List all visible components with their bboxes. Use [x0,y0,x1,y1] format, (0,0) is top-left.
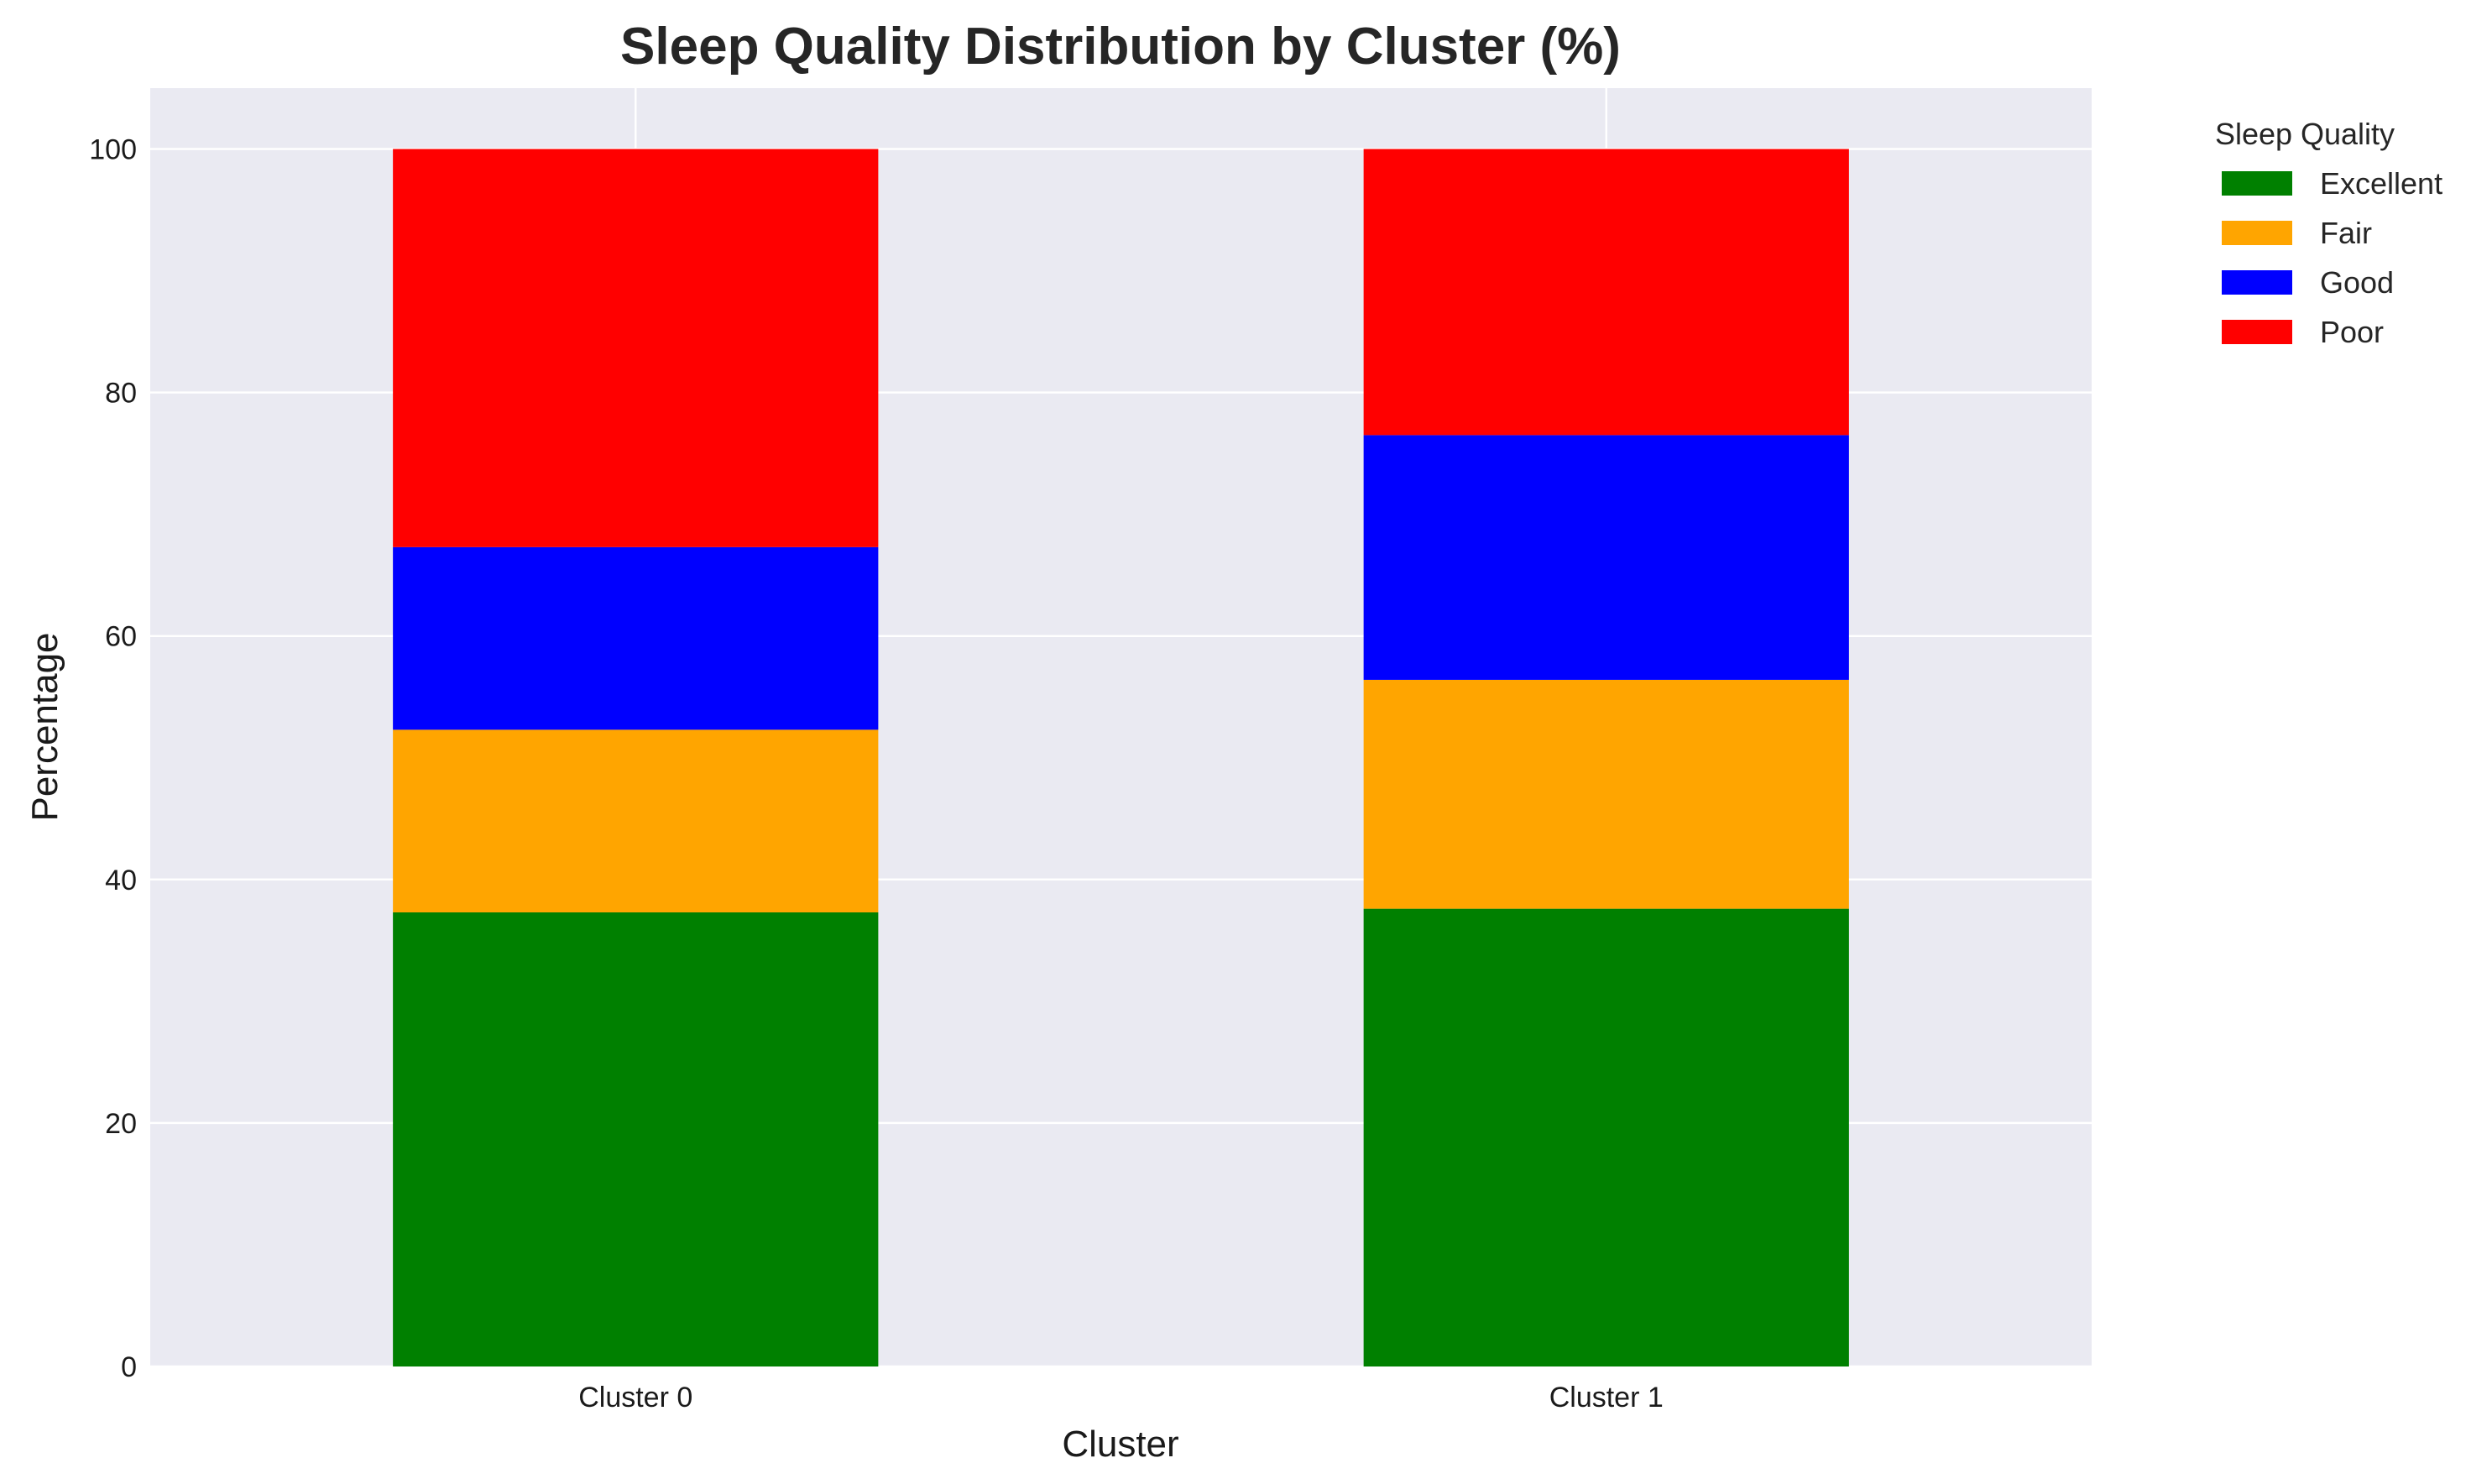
legend-title: Sleep Quality [2215,117,2395,151]
bar-poor-cluster-1 [1363,149,1849,436]
y-tick-label: 0 [121,1351,137,1383]
legend-label-good: Good [2320,265,2394,300]
legend-label-fair: Fair [2320,216,2372,250]
y-tick-labels: 0 20 40 60 80 100 [89,134,137,1383]
bar-poor-cluster-0 [393,149,879,547]
bar-excellent-cluster-0 [393,912,879,1366]
x-tick-label: Cluster 0 [578,1382,692,1413]
bar-good-cluster-1 [1363,435,1849,680]
legend-label-excellent: Excellent [2320,166,2442,201]
chart-title: Sleep Quality Distribution by Cluster (%… [620,18,1621,76]
legend-label-poor: Poor [2320,315,2384,349]
y-axis-label: Percentage [24,632,65,821]
bar-fair-cluster-1 [1363,679,1849,909]
legend-swatch-excellent [2222,171,2292,196]
y-tick-label: 20 [105,1108,137,1140]
bar-good-cluster-0 [393,546,879,730]
y-tick-label: 40 [105,865,137,896]
y-tick-label: 80 [105,378,137,410]
x-axis-label: Cluster [1062,1424,1178,1465]
bar-excellent-cluster-1 [1363,908,1849,1366]
bars [393,149,1849,1366]
x-tick-labels: Cluster 0 Cluster 1 [578,1382,1664,1413]
bar-fair-cluster-0 [393,729,879,912]
legend-swatch-poor [2222,320,2292,344]
y-tick-label: 100 [89,134,137,166]
legend: Sleep Quality Excellent Fair Good Poor [2215,117,2442,349]
legend-swatch-fair [2222,221,2292,245]
legend-swatch-good [2222,270,2292,295]
y-tick-label: 60 [105,621,137,653]
x-tick-label: Cluster 1 [1549,1382,1664,1413]
